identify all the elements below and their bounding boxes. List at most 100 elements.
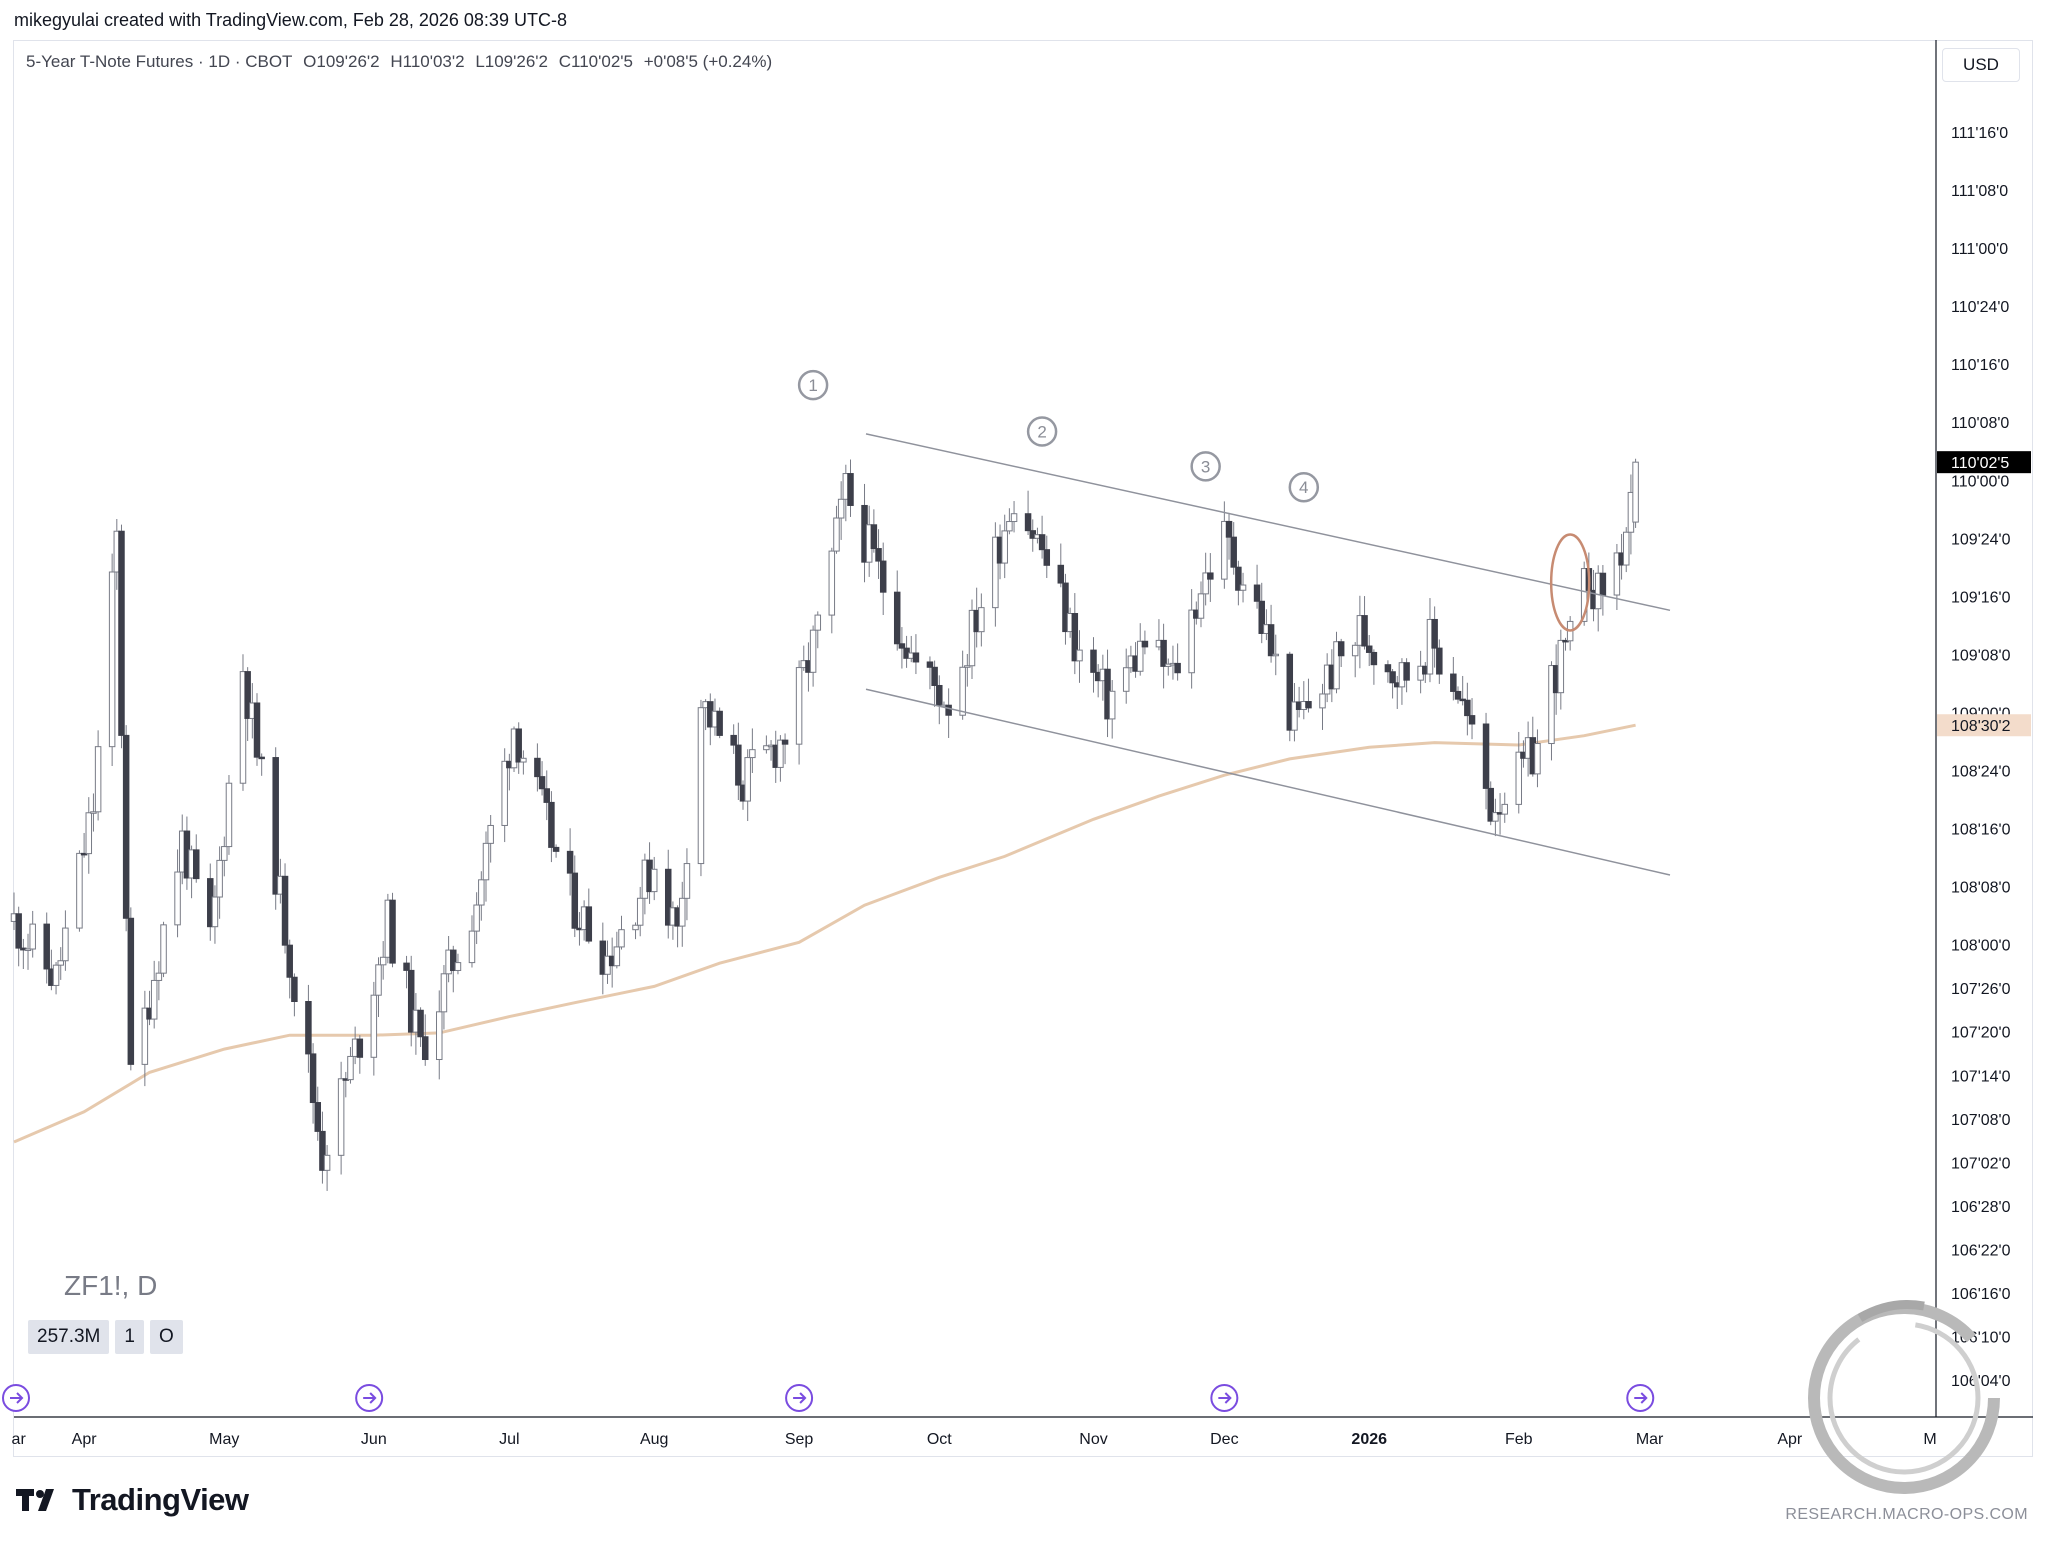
candle-body — [225, 782, 233, 848]
candle-body — [127, 917, 135, 1065]
candle-body — [76, 852, 83, 929]
last-price-label: 110'02'5 — [1951, 455, 2009, 472]
candle-body — [1613, 552, 1621, 596]
candle-body — [1351, 644, 1359, 657]
time-tick-label: Apr — [72, 1431, 98, 1448]
wave-label-circle — [1026, 416, 1058, 447]
candle-body — [650, 868, 658, 893]
time-scale[interactable]: ar Apr May Jun Jul Aug Sep Oct Nov Dec 2026 Feb Mar A… — [12, 1416, 2033, 1448]
candle-body — [538, 776, 546, 790]
candle-body — [1136, 640, 1144, 672]
candle-body — [992, 536, 999, 609]
wave-label: 4 — [1299, 478, 1308, 497]
candle-body — [253, 702, 261, 758]
candle-body — [211, 896, 219, 928]
price-scale[interactable]: 111'16'0 111'08'0 111'00'0 110'24'0 110'16'0… — [1935, 40, 2011, 1417]
candle-body — [763, 745, 770, 751]
price-tick-label: 111'16'0 — [1951, 125, 2008, 142]
candle-body — [1622, 531, 1630, 566]
candle-body — [1001, 530, 1008, 564]
channel-trendline — [865, 433, 1671, 612]
chart-credit: mikegyulai created with TradingView.com,… — [14, 10, 567, 30]
candle-body — [749, 749, 756, 759]
candle-body — [847, 473, 854, 506]
candle-body — [636, 897, 644, 926]
candle-body — [566, 850, 574, 874]
candle-body — [1450, 673, 1457, 692]
tradingview-logo-text: TradingView — [72, 1482, 249, 1517]
wave-label-circle — [1190, 451, 1221, 482]
candle-body — [1225, 520, 1233, 538]
candle-body — [389, 899, 396, 964]
candle-body — [1062, 582, 1069, 633]
candle-body — [978, 607, 985, 633]
time-tick-label: Jun — [361, 1431, 387, 1448]
volume-count-badge[interactable]: 1 — [115, 1320, 144, 1354]
candle-body — [828, 550, 836, 616]
candle-body — [814, 614, 822, 631]
candle-body — [1090, 649, 1097, 673]
candle-body — [613, 946, 621, 967]
volume-badges: 257.3M 1 O — [28, 1320, 183, 1354]
tradingview-logo[interactable]: TradingView — [16, 1482, 249, 1518]
event-marker-arrow — [1634, 1392, 1648, 1404]
candle-body — [735, 744, 742, 786]
candle-body — [1431, 618, 1438, 649]
candle-body — [837, 498, 845, 519]
candle-body — [515, 728, 522, 763]
candle-body — [29, 923, 36, 950]
price-tick-label: 110'00'0 — [1951, 473, 2009, 490]
candle-body — [679, 897, 686, 927]
candle-body — [1160, 639, 1167, 667]
candle-body — [118, 530, 125, 736]
candle-body — [1436, 647, 1443, 675]
legend-low: L109'26'2 — [475, 52, 548, 71]
candle-body — [272, 757, 279, 895]
price-tick-label: 106'04'0 — [1951, 1373, 2011, 1390]
candle-body — [337, 1078, 345, 1156]
candle-body — [875, 548, 882, 562]
candle-body — [160, 924, 167, 974]
volume-option-badge[interactable]: O — [149, 1320, 183, 1354]
volume-value-badge[interactable]: 257.3M — [28, 1320, 110, 1354]
ouroboros-logo — [1808, 1300, 2000, 1494]
candle-body — [1557, 639, 1565, 694]
wave-label: 2 — [1037, 423, 1046, 442]
candle-body — [618, 929, 625, 948]
candle-body — [1319, 693, 1326, 709]
time-tick-label: ar — [12, 1431, 27, 1448]
candle-body — [1370, 651, 1378, 666]
candle-body — [309, 1053, 317, 1104]
price-tick-label: 108'16'0 — [1951, 822, 2011, 839]
candle-body — [193, 849, 200, 880]
candle-body — [585, 906, 593, 942]
time-tick-label: Sep — [785, 1431, 814, 1448]
time-tick-label: Mar — [1636, 1431, 1664, 1448]
candle-body — [552, 846, 560, 852]
candle-body — [150, 979, 158, 1020]
candle-body — [85, 812, 93, 855]
candle-body — [403, 962, 410, 971]
time-tick-label: Apr — [1777, 1431, 1803, 1448]
symbol-watermark: ZF1!, D — [64, 1270, 158, 1301]
candle-body — [323, 1154, 331, 1171]
candle-body — [1482, 723, 1490, 789]
candle-body — [244, 671, 251, 719]
candle-body — [221, 846, 228, 861]
currency-button[interactable]: USD — [1942, 48, 2020, 82]
candle-body — [931, 666, 938, 686]
event-marker-arrow — [1218, 1392, 1232, 1404]
candle-body — [94, 746, 102, 813]
candle-body — [1492, 812, 1499, 822]
chart-pane[interactable] — [13, 40, 2033, 1457]
candle-body — [730, 734, 737, 746]
candle-body — [1632, 461, 1639, 523]
candle-body — [1038, 534, 1046, 551]
candle-body — [520, 757, 527, 763]
candle-body — [1010, 513, 1018, 523]
candle-body — [1197, 593, 1205, 619]
candle-body — [473, 904, 480, 932]
candle-body — [697, 707, 705, 865]
candle-body — [356, 1038, 364, 1058]
